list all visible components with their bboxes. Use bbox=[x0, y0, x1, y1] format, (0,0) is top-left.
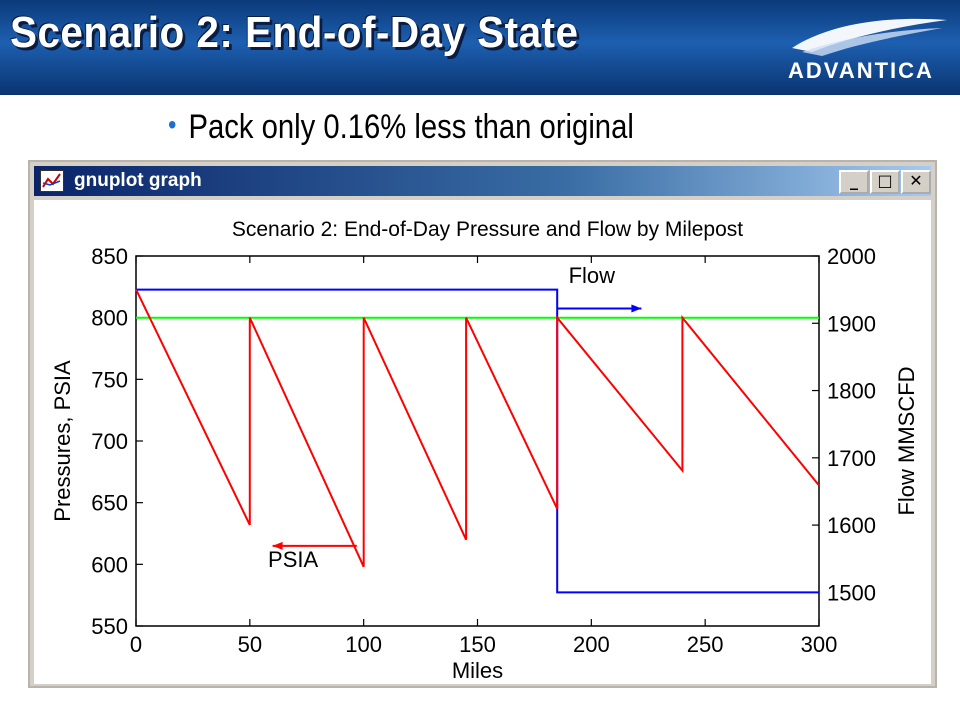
y-tick-label: 800 bbox=[91, 306, 128, 331]
y-tick-label: 850 bbox=[91, 244, 128, 269]
bullet-dot-icon: • bbox=[168, 109, 177, 140]
bullet-text: Pack only 0.16% less than original bbox=[188, 108, 634, 146]
window-titlebar[interactable]: gnuplot graph _ □ ✕ bbox=[34, 166, 931, 196]
y2-tick-label: 1600 bbox=[827, 513, 876, 538]
x-axis-label: Miles bbox=[452, 658, 503, 683]
annotation-arrowhead-flow bbox=[631, 304, 642, 313]
x-tick-label: 200 bbox=[573, 632, 610, 657]
plot-area: Scenario 2: End-of-Day Pressure and Flow… bbox=[34, 200, 931, 684]
x-tick-label: 250 bbox=[687, 632, 724, 657]
x-tick-label: 100 bbox=[345, 632, 382, 657]
series-line-flow bbox=[136, 288, 819, 594]
annotation-label-psia: PSIA bbox=[268, 547, 318, 572]
series-line-psia bbox=[135, 288, 820, 568]
logo-text: ADVANTICA bbox=[788, 58, 934, 83]
y2-tick-label: 1500 bbox=[827, 580, 876, 605]
y2-axis-label: Flow MMSCFD bbox=[894, 366, 919, 515]
y2-tick-label: 1800 bbox=[827, 379, 876, 404]
gnuplot-window: gnuplot graph _ □ ✕ Scenario 2: End-of-D… bbox=[28, 160, 937, 688]
chart-title: Scenario 2: End-of-Day Pressure and Flow… bbox=[232, 218, 743, 241]
close-button[interactable]: ✕ bbox=[901, 170, 931, 194]
window-title: gnuplot graph bbox=[74, 170, 202, 191]
y2-tick-label: 1700 bbox=[827, 446, 876, 471]
pressure-flow-chart: Scenario 2: End-of-Day Pressure and Flow… bbox=[50, 218, 919, 683]
x-tick-label: 0 bbox=[130, 632, 142, 657]
title-banner: Scenario 2: End-of-Day State ADVANTICA bbox=[0, 0, 960, 95]
y2-tick-label: 1900 bbox=[827, 311, 876, 336]
y2-tick-label: 2000 bbox=[827, 244, 876, 269]
annotation-label-flow: Flow bbox=[569, 263, 616, 288]
y-axis-label: Pressures, PSIA bbox=[50, 360, 75, 522]
y-tick-label: 750 bbox=[91, 367, 128, 392]
advantica-logo: ADVANTICA bbox=[782, 12, 952, 87]
plot-frame bbox=[135, 255, 820, 627]
y-tick-label: 650 bbox=[91, 491, 128, 516]
gnuplot-app-icon bbox=[40, 170, 64, 192]
y-tick-label: 550 bbox=[91, 614, 128, 639]
maximize-button[interactable]: □ bbox=[870, 170, 900, 194]
x-tick-label: 150 bbox=[459, 632, 496, 657]
minimize-button[interactable]: _ bbox=[839, 170, 869, 194]
slide-title: Scenario 2: End-of-Day State bbox=[10, 8, 579, 57]
logo-swoosh-icon bbox=[792, 18, 947, 56]
y-tick-label: 700 bbox=[91, 429, 128, 454]
y-tick-label: 600 bbox=[91, 552, 128, 577]
x-tick-label: 50 bbox=[238, 632, 262, 657]
annotation-arrowhead-psia bbox=[272, 541, 283, 550]
bullet-item: • Pack only 0.16% less than original bbox=[168, 108, 634, 147]
x-tick-label: 300 bbox=[801, 632, 838, 657]
